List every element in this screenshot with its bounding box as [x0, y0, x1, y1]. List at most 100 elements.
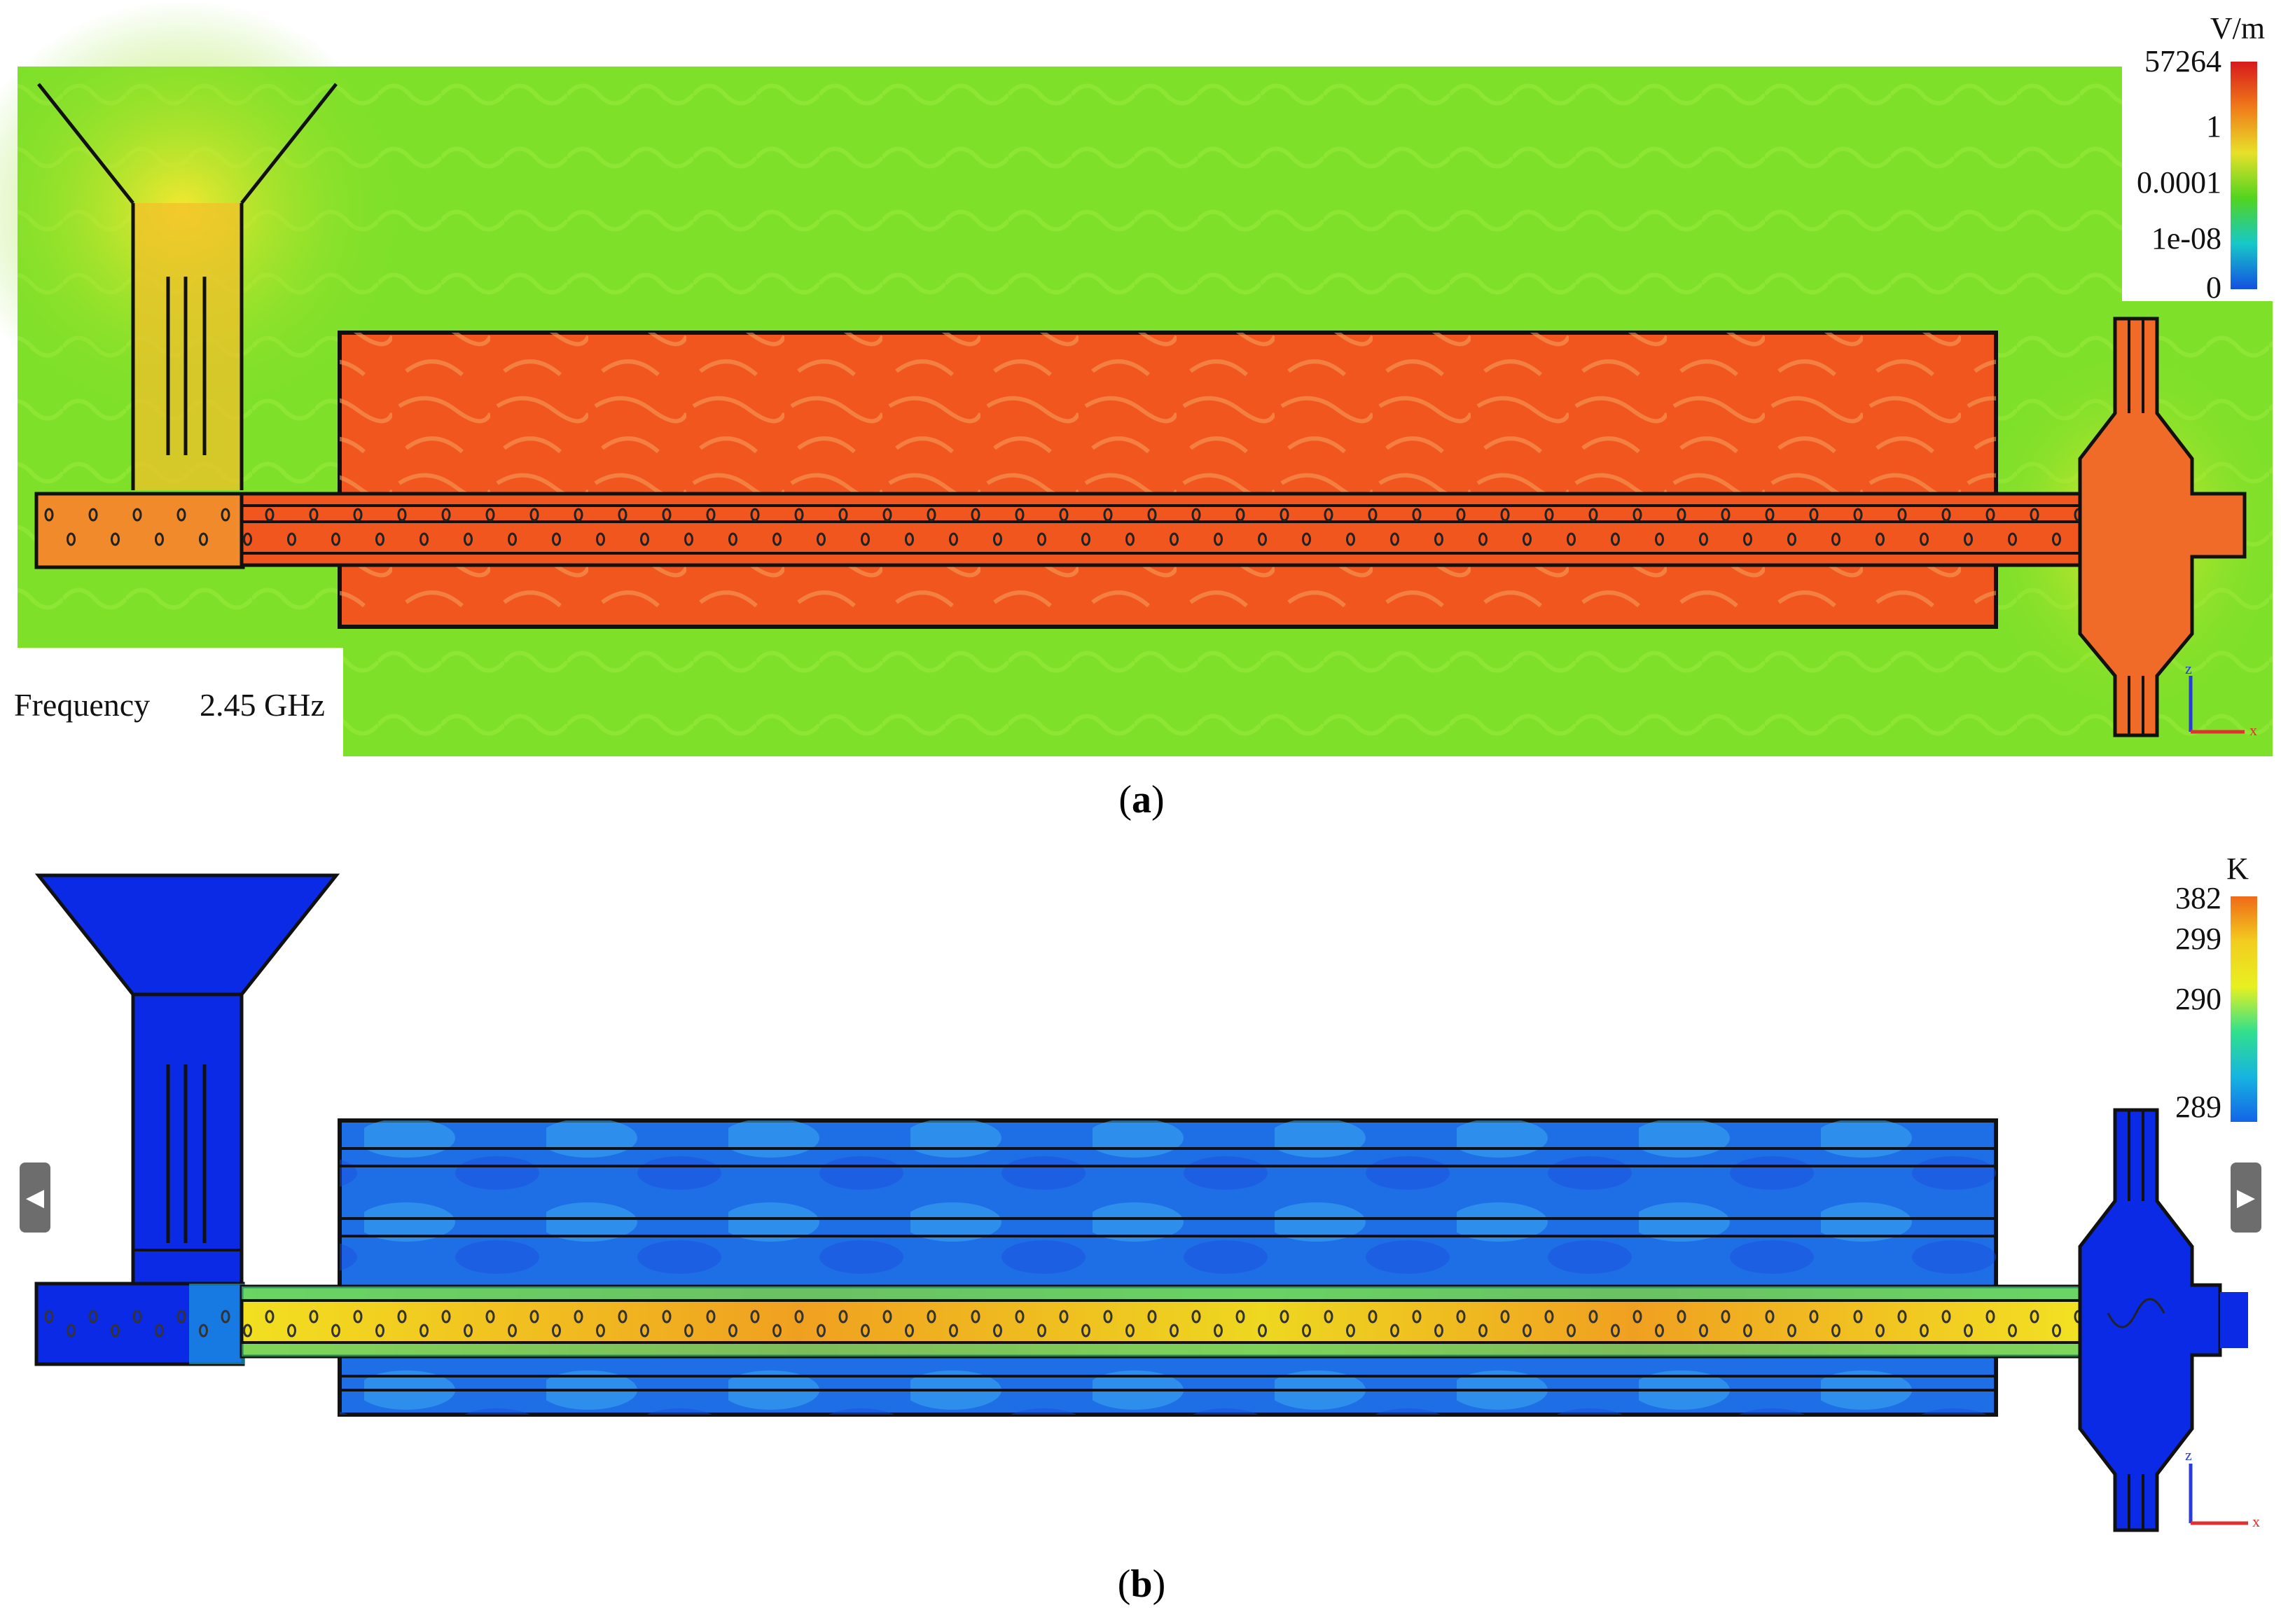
- screw-hole: [838, 508, 848, 522]
- colorbar-a: [2231, 62, 2257, 289]
- screw-hole: [949, 1324, 958, 1338]
- screw-hole: [1037, 1324, 1046, 1338]
- screw-hole: [1964, 1324, 1973, 1338]
- screw-hole: [221, 1310, 230, 1324]
- screw-hole: [221, 508, 230, 522]
- screw-hole: [772, 1324, 782, 1338]
- screw-hole: [1743, 1324, 1752, 1338]
- screw-hole: [1059, 508, 1069, 522]
- screw-hole: [993, 532, 1002, 546]
- screw-hole: [574, 1310, 583, 1324]
- screw-hole: [596, 1324, 605, 1338]
- axis-x-label-a: x: [2249, 721, 2257, 739]
- screw-hole: [1787, 532, 1796, 546]
- outlet-b: [2078, 1108, 2248, 1532]
- screw-hole: [596, 532, 605, 546]
- panel-a-electric-field: Frequency 2.45 GHz V/m 57264 1 0.0001 1e…: [0, 0, 2281, 756]
- screw-hole: [1655, 532, 1664, 546]
- screw-hole: [1081, 532, 1090, 546]
- screw-hole: [1037, 532, 1046, 546]
- screw-hole: [552, 1324, 561, 1338]
- screw-hole: [2030, 508, 2039, 522]
- screw-hole: [1235, 508, 1245, 522]
- screw-hole: [794, 1310, 804, 1324]
- screw-hole: [111, 532, 120, 546]
- legend-tick-a-1: 1: [2206, 109, 2221, 144]
- screw-hole: [1853, 508, 1863, 522]
- screw-hole: [1302, 1324, 1311, 1338]
- screw-hole: [1985, 1310, 1995, 1324]
- legend-tick-b-2: 299: [2175, 922, 2221, 956]
- screw-hole: [1059, 1310, 1069, 1324]
- screw-hole: [1721, 1310, 1731, 1324]
- screw-hole: [309, 508, 319, 522]
- screw-hole: [750, 508, 760, 522]
- feed-port-a: [34, 492, 245, 569]
- screw-hole: [1941, 1310, 1951, 1324]
- screw-hole: [287, 532, 296, 546]
- screw-hole: [1920, 1324, 1929, 1338]
- screw-hole: [265, 508, 275, 522]
- screw-hole: [485, 508, 495, 522]
- screw-hole: [1588, 1310, 1598, 1324]
- next-arrow-button[interactable]: ▶: [2231, 1163, 2261, 1233]
- screw-hole: [728, 1324, 737, 1338]
- screw-hole: [2052, 532, 2061, 546]
- screw-hole: [1258, 1324, 1267, 1338]
- axis-triad-a: z x: [2185, 660, 2257, 739]
- screw-hole: [132, 508, 142, 522]
- screw-hole: [287, 1324, 296, 1338]
- screw-hole: [1015, 1310, 1025, 1324]
- screw-hole: [1677, 1310, 1686, 1324]
- screw-hole: [1567, 532, 1576, 546]
- screw-hole: [949, 532, 958, 546]
- screw-hole: [88, 508, 98, 522]
- screw-hole: [1170, 1324, 1179, 1338]
- screw-hole: [1390, 532, 1399, 546]
- screw-hole: [441, 508, 451, 522]
- legend-max-a: 57264: [2144, 44, 2221, 78]
- screw-hole: [1500, 1310, 1510, 1324]
- screw-hole: [309, 1310, 319, 1324]
- screw-hole: [375, 1324, 384, 1338]
- legend-unit-b: K: [2226, 858, 2249, 886]
- screw-hole: [441, 1310, 451, 1324]
- screw-hole: [1456, 508, 1466, 522]
- screw-hole: [552, 532, 561, 546]
- screw-hole: [1897, 1310, 1907, 1324]
- screw-hole: [1214, 532, 1223, 546]
- screw-hole: [838, 1310, 848, 1324]
- screw-hole: [1103, 1310, 1113, 1324]
- screw-hole: [971, 508, 980, 522]
- screw-hole: [905, 532, 914, 546]
- screw-hole: [111, 1324, 120, 1338]
- screw-hole: [1831, 1324, 1840, 1338]
- screw-hole: [1456, 1310, 1466, 1324]
- screw-hole: [1434, 532, 1443, 546]
- screw-hole: [1170, 532, 1179, 546]
- screw-hole: [1412, 508, 1422, 522]
- screw-hole: [1588, 508, 1598, 522]
- screw-hole: [375, 532, 384, 546]
- screw-hole: [927, 1310, 936, 1324]
- screw-hole: [1632, 1310, 1642, 1324]
- screw-hole: [640, 1324, 649, 1338]
- screw-hole: [817, 532, 826, 546]
- screw-hole: [1191, 508, 1201, 522]
- axis-z-label-b: z: [2185, 1446, 2192, 1464]
- screw-hole: [817, 1324, 826, 1338]
- screw-hole: [1941, 508, 1951, 522]
- previous-arrow-button[interactable]: ◀: [20, 1163, 50, 1233]
- screw-hole: [529, 1310, 539, 1324]
- screw-hole: [1214, 1324, 1223, 1338]
- screw-hole: [1765, 1310, 1775, 1324]
- screw-hole: [1765, 508, 1775, 522]
- screw-hole: [882, 508, 892, 522]
- screw-hole: [508, 1324, 517, 1338]
- screw-hole: [420, 532, 429, 546]
- screw-hole: [1258, 532, 1267, 546]
- screw-hole: [1699, 1324, 1708, 1338]
- screw-hole: [353, 508, 363, 522]
- screw-hole: [684, 532, 693, 546]
- screw-hole: [1324, 1310, 1333, 1324]
